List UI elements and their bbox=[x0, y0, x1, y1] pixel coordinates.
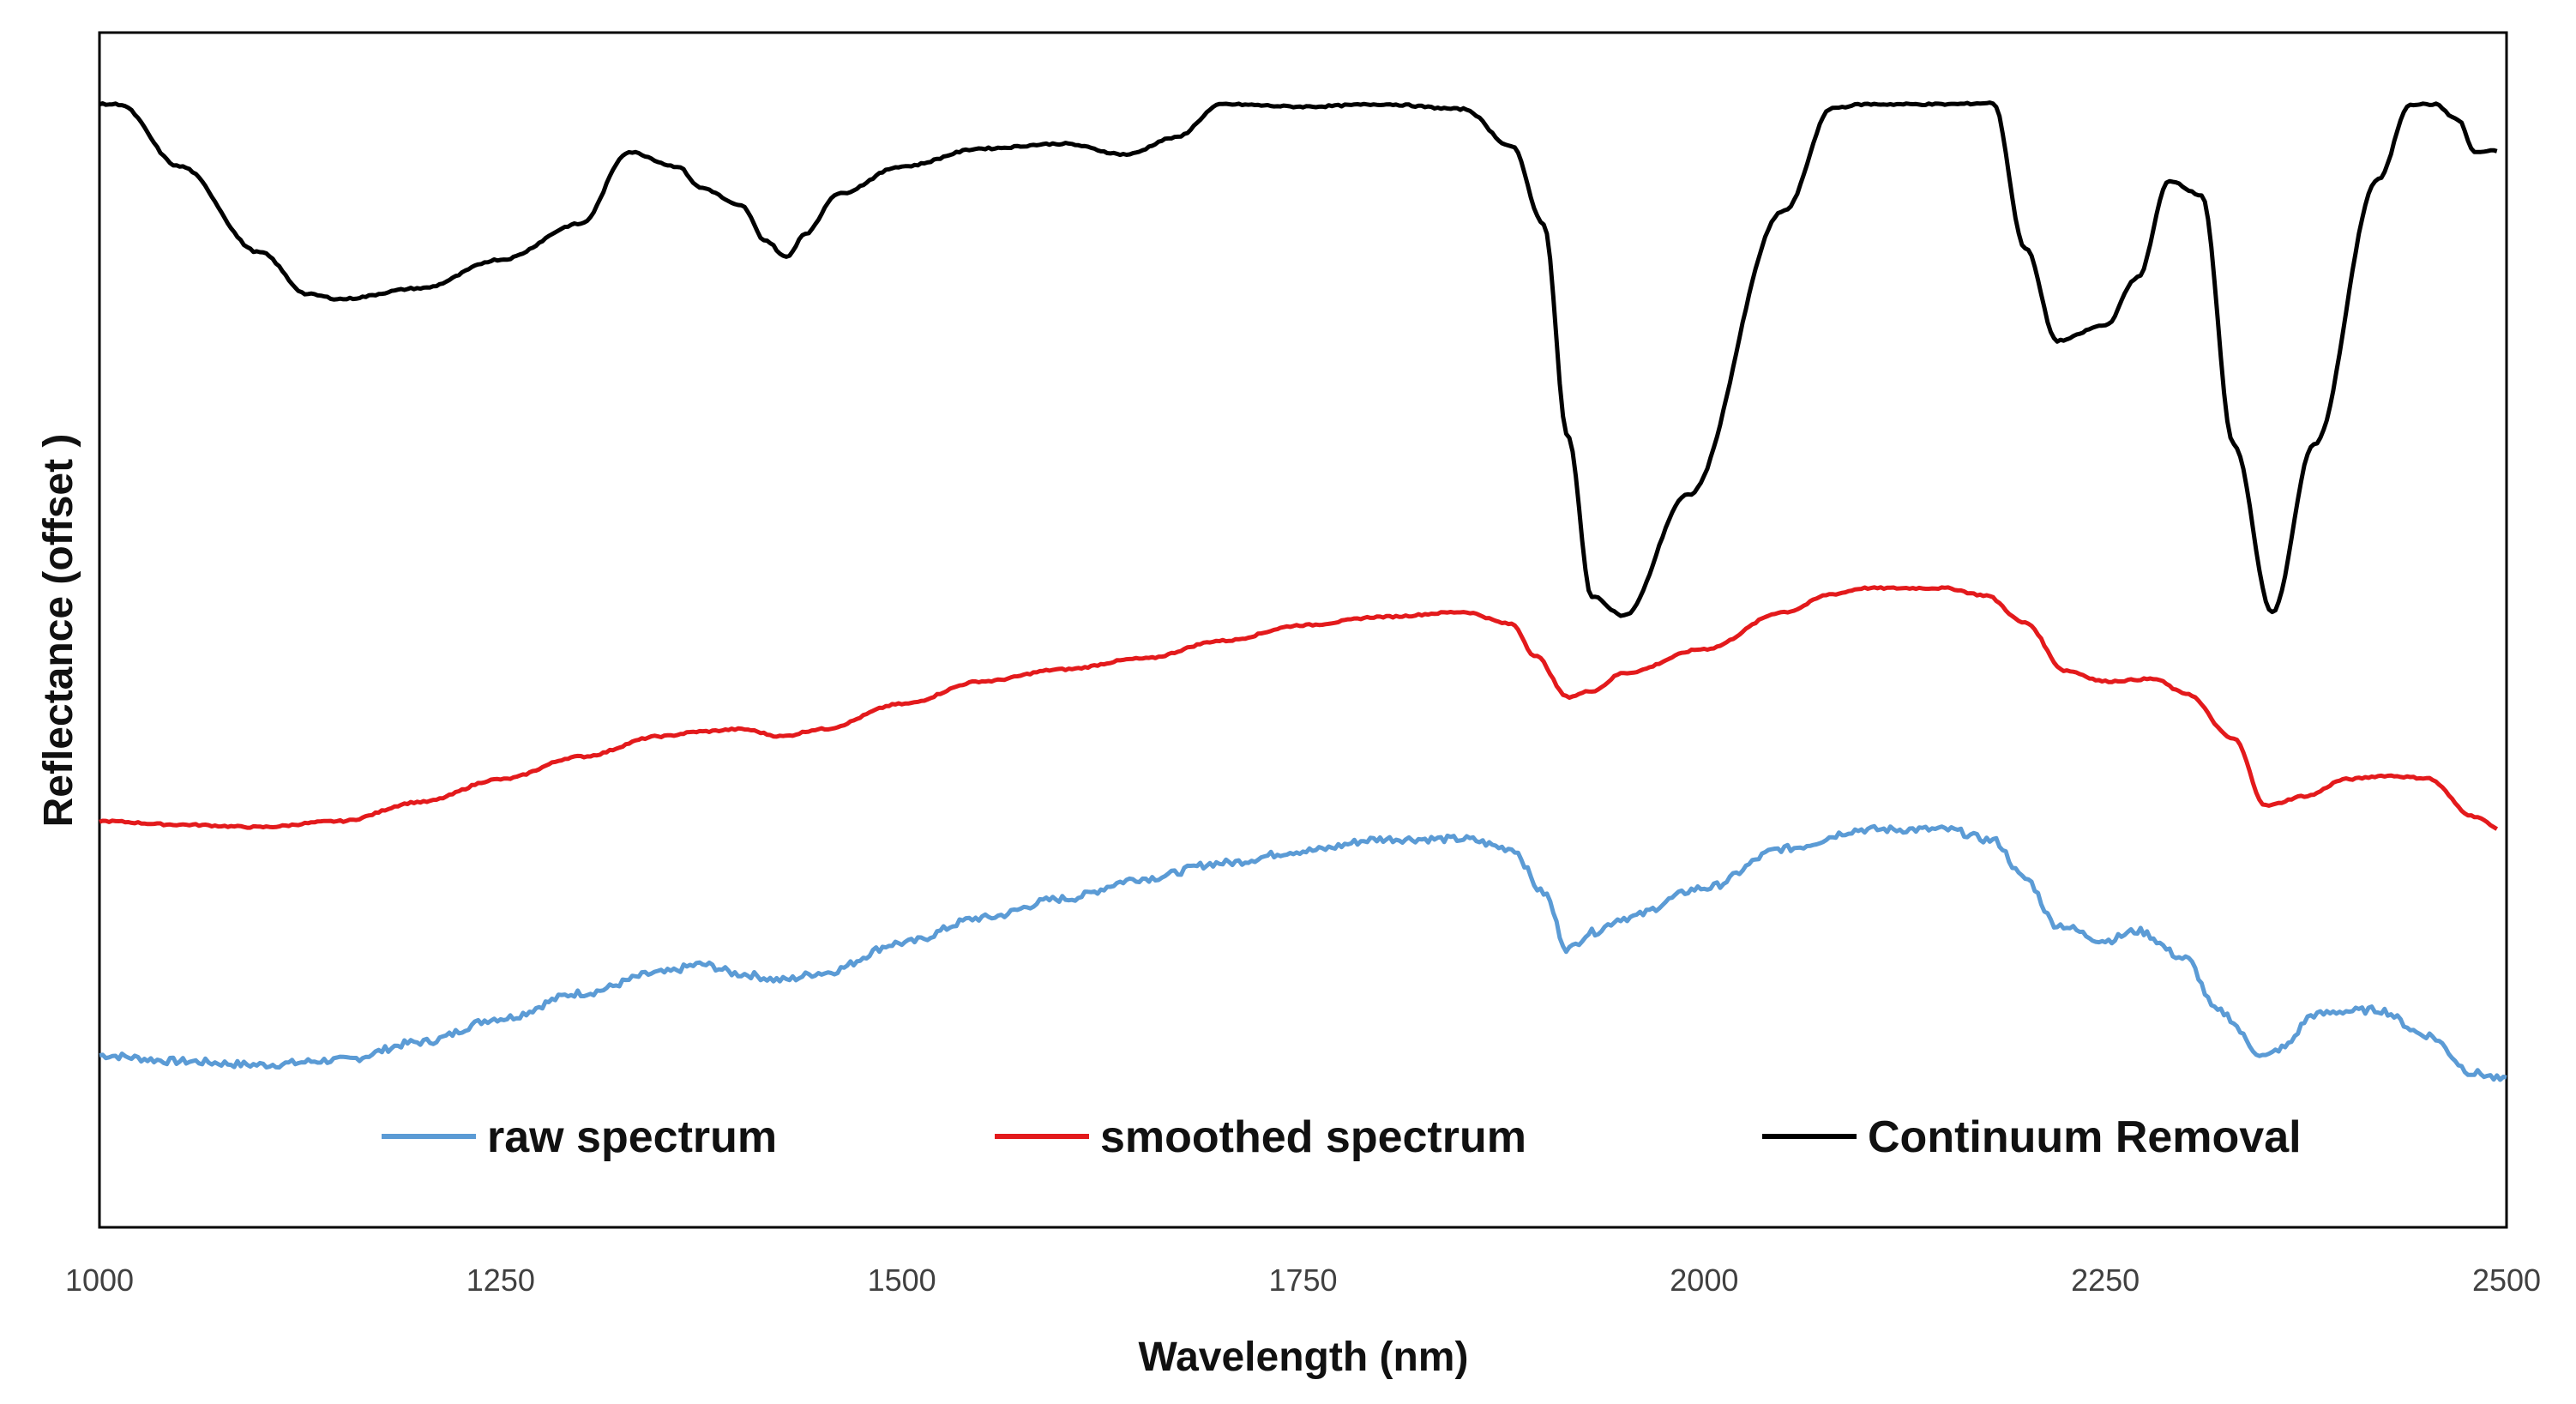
x-tick-label: 2000 bbox=[1670, 1262, 1738, 1298]
legend: raw spectrum smoothed spectrum Continuum R… bbox=[382, 1112, 2302, 1162]
x-axis-title: Wavelength (nm) bbox=[1139, 1335, 1469, 1380]
x-tick-labels: 1000 1250 1500 1750 2000 2250 2500 bbox=[65, 1262, 2541, 1298]
legend-item: smoothed spectrum bbox=[995, 1112, 1526, 1162]
legend-label: Continuum Removal bbox=[1868, 1112, 2302, 1162]
series-line-2 bbox=[99, 585, 2499, 831]
legend-label: raw spectrum bbox=[487, 1112, 777, 1162]
x-tick-label: 1000 bbox=[65, 1262, 134, 1298]
legend-item: raw spectrum bbox=[382, 1112, 777, 1162]
x-tick-label: 1250 bbox=[466, 1262, 535, 1298]
legend-label: smoothed spectrum bbox=[1100, 1112, 1526, 1162]
plot-area-frame bbox=[98, 31, 2508, 1229]
x-tick-label: 2500 bbox=[2472, 1262, 2541, 1298]
x-tick-label: 2250 bbox=[2071, 1262, 2140, 1298]
series-line-3 bbox=[99, 100, 2498, 618]
legend-item: Continuum Removal bbox=[1762, 1112, 2302, 1162]
y-axis-title: Reflectance (offset ) bbox=[36, 434, 81, 828]
series-line-1 bbox=[99, 823, 2507, 1082]
x-tick-label: 1500 bbox=[868, 1262, 936, 1298]
series-layer bbox=[99, 100, 2507, 1082]
x-tick-label: 1750 bbox=[1268, 1262, 1337, 1298]
